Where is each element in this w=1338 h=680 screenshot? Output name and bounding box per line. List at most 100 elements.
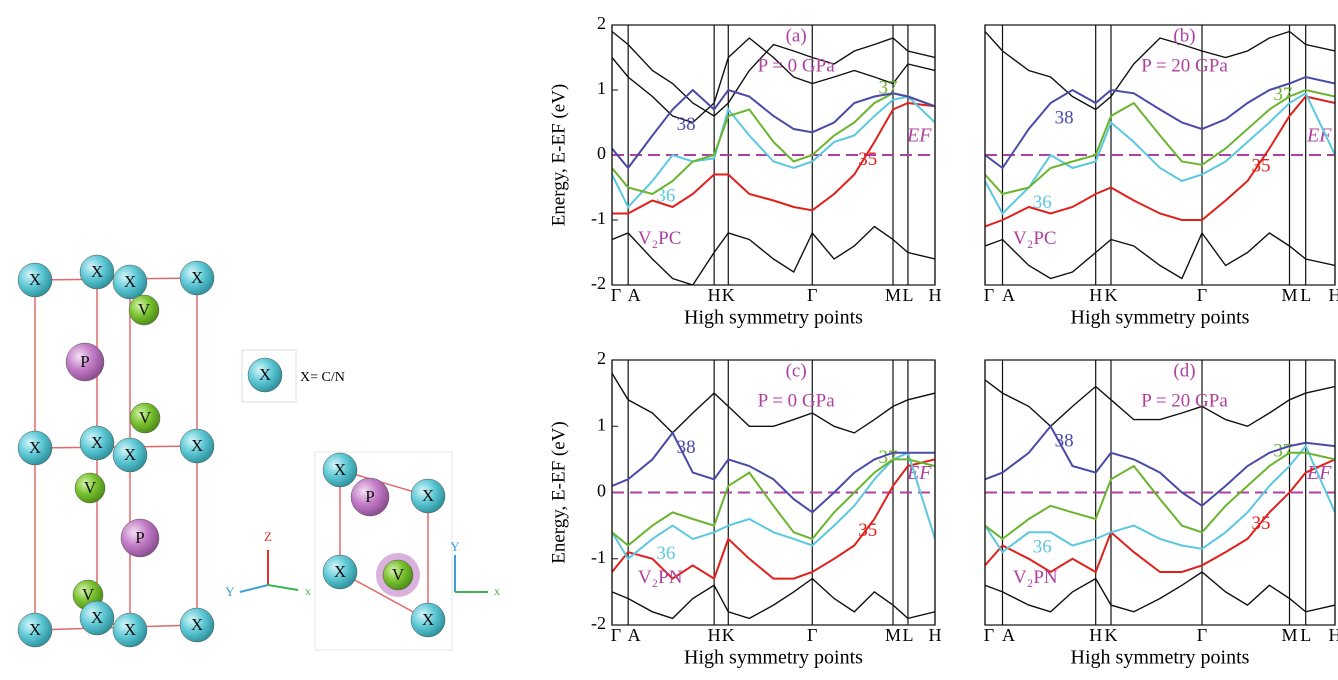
atom-label: X xyxy=(29,438,41,457)
top-box xyxy=(314,451,453,651)
atom-label: X xyxy=(124,620,136,639)
y-tick-label: 0 xyxy=(597,143,606,163)
band-label: 36 xyxy=(1033,192,1052,213)
x-tick-label: M xyxy=(885,625,901,645)
atom-label: V xyxy=(139,408,152,427)
x-tick-label: Γ xyxy=(807,285,817,305)
fermi-label: EF xyxy=(1306,125,1332,147)
x-tick-label: Γ xyxy=(984,285,994,305)
atom xyxy=(350,477,390,517)
band-label: 38 xyxy=(677,114,696,135)
band xyxy=(612,95,935,209)
panel-title: (a) xyxy=(786,25,807,46)
band xyxy=(612,431,935,514)
atom-label: P xyxy=(80,352,89,371)
x-tick-label: Γ xyxy=(611,625,621,645)
band xyxy=(612,458,935,581)
atom-label: V xyxy=(138,300,151,319)
x-axis-title: High symmetry points xyxy=(1071,307,1250,329)
band-label: 38 xyxy=(1055,107,1074,128)
band xyxy=(985,571,1335,613)
band xyxy=(612,101,935,215)
atom xyxy=(74,472,106,504)
x-tick-label: Γ xyxy=(984,625,994,645)
atom xyxy=(112,612,148,648)
band xyxy=(612,372,935,434)
atom-label: X xyxy=(191,268,203,287)
x-tick-label: Γ xyxy=(1197,285,1207,305)
x-tick-label: M xyxy=(885,285,901,305)
x-tick-label: A xyxy=(1002,625,1015,645)
side-axes: Z Y x xyxy=(225,529,311,599)
x-tick-label: Γ xyxy=(1197,625,1207,645)
x-tick-label: K xyxy=(1105,625,1118,645)
y-tick-label: -1 xyxy=(591,547,606,567)
x-tick-label: A xyxy=(628,625,641,645)
band xyxy=(985,95,1335,228)
x-tick-label: H xyxy=(1089,625,1102,645)
atom xyxy=(382,559,414,591)
band xyxy=(985,231,1335,280)
x-tick-label: K xyxy=(722,625,735,645)
x-tick-label: K xyxy=(1105,285,1118,305)
atom-label: X xyxy=(259,365,271,384)
atom-label: X xyxy=(91,608,103,627)
band-label: 35 xyxy=(1252,155,1271,176)
plot-frame xyxy=(611,359,936,626)
y-tick-label: -2 xyxy=(591,613,606,633)
x-tick-label: A xyxy=(1002,285,1015,305)
atom-label: X xyxy=(422,610,434,629)
y-axis-title: Energy, E-EF (eV) xyxy=(548,84,569,226)
x-tick-label: L xyxy=(902,285,913,305)
atom-label: X xyxy=(91,433,103,452)
y-tick-label: 1 xyxy=(597,414,606,434)
band xyxy=(985,379,1335,428)
band xyxy=(985,444,1335,554)
band xyxy=(985,88,1335,196)
y-axis-title: Energy, E-EF (eV) xyxy=(548,421,569,563)
axis-y: Y xyxy=(450,539,460,554)
band xyxy=(612,451,935,561)
compound-label: V₂PC xyxy=(638,228,682,249)
band xyxy=(612,577,935,620)
panel-title: (d) xyxy=(1173,360,1195,381)
band xyxy=(612,30,935,117)
atom xyxy=(247,357,283,393)
atom-label: X xyxy=(29,270,41,289)
top-view: XP XX VX xyxy=(322,452,446,638)
atom-label: X xyxy=(91,262,103,281)
atom-label: X xyxy=(422,486,434,505)
x-tick-label: Γ xyxy=(611,285,621,305)
band-label: 36 xyxy=(656,543,675,564)
atom xyxy=(410,478,446,514)
x-axis-title: High symmetry points xyxy=(684,647,863,669)
legend-box xyxy=(241,349,297,403)
plot-frame xyxy=(984,24,1336,286)
atom-label: V xyxy=(82,585,95,604)
x-tick-label: H xyxy=(1329,625,1338,645)
atom xyxy=(179,260,215,296)
compound-label: V₂PN xyxy=(1013,567,1058,588)
legend-text: X= C/N xyxy=(300,370,345,385)
x-tick-label: L xyxy=(902,625,913,645)
band xyxy=(612,37,935,124)
atom-label: X xyxy=(191,615,203,634)
x-tick-label: H xyxy=(1089,285,1102,305)
atom-label: X xyxy=(334,460,346,479)
atom-label: X xyxy=(124,272,136,291)
band-label: 37 xyxy=(1273,84,1292,105)
y-tick-label: 2 xyxy=(597,348,606,368)
y-tick-label: -2 xyxy=(591,273,606,293)
atom-legend: X xyxy=(247,357,283,393)
band xyxy=(612,225,935,285)
x-tick-label: H xyxy=(708,625,721,645)
band xyxy=(985,424,1335,508)
band-label: 37 xyxy=(1273,440,1292,461)
atom xyxy=(120,518,160,558)
atom-label: X xyxy=(124,445,136,464)
